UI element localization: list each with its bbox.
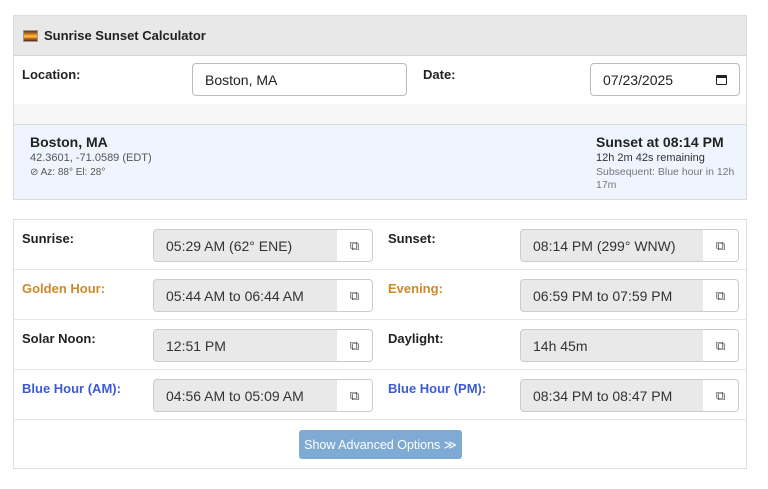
copy-icon[interactable]: ⧉ <box>703 279 739 312</box>
right-value-field[interactable]: 14h 45m <box>520 329 704 362</box>
result-row: Sunrise: 05:29 AM (62° ENE) ⧉ Sunset: 08… <box>14 220 746 270</box>
right-label: Daylight: <box>388 331 444 346</box>
left-label: Blue Hour (AM): <box>22 381 121 396</box>
calendar-icon[interactable] <box>716 74 727 85</box>
coordinates: 42.3601, -71.0589 (EDT) <box>30 152 152 164</box>
date-label: Date: <box>423 67 456 82</box>
left-value-field[interactable]: 04:56 AM to 05:09 AM <box>153 379 338 412</box>
right-label: Sunset: <box>388 231 436 246</box>
result-row: Solar Noon: 12:51 PM ⧉ Daylight: 14h 45m… <box>14 320 746 370</box>
copy-icon[interactable]: ⧉ <box>703 329 739 362</box>
copy-icon[interactable]: ⧉ <box>703 379 739 412</box>
date-value: 07/23/2025 <box>603 71 674 88</box>
right-label: Blue Hour (PM): <box>388 381 487 396</box>
results-panel: Sunrise: 05:29 AM (62° ENE) ⧉ Sunset: 08… <box>13 219 747 469</box>
place-name: Boston, MA <box>30 134 108 150</box>
copy-icon[interactable]: ⧉ <box>337 279 373 312</box>
azimuth-elevation: Az: 88° El: 28° <box>40 167 106 178</box>
show-advanced-options-button[interactable]: Show Advanced Options ≫ <box>299 430 462 459</box>
copy-icon[interactable]: ⧉ <box>337 379 373 412</box>
sun-status-info: Boston, MA 42.3601, -71.0589 (EDT) ⊘ Az:… <box>14 125 746 199</box>
app-title: Sunrise Sunset Calculator <box>44 28 206 43</box>
panel-header: Sunrise Sunset Calculator <box>14 16 746 56</box>
time-remaining: 12h 2m 42s remaining <box>596 152 705 164</box>
right-label: Evening: <box>388 281 443 296</box>
left-label: Sunrise: <box>22 231 75 246</box>
result-row: Blue Hour (AM): 04:56 AM to 05:09 AM ⧉ B… <box>14 370 746 420</box>
right-value-field[interactable]: 08:14 PM (299° WNW) <box>520 229 704 262</box>
left-value-field[interactable]: 12:51 PM <box>153 329 338 362</box>
right-value-field[interactable]: 06:59 PM to 07:59 PM <box>520 279 704 312</box>
compass-icon: ⊘ <box>30 167 39 178</box>
subsequent-event: Subsequent: Blue hour in 12h 17m <box>596 166 735 191</box>
copy-icon[interactable]: ⧉ <box>337 229 373 262</box>
copy-icon[interactable]: ⧉ <box>703 229 739 262</box>
location-value: Boston, MA <box>205 71 278 88</box>
left-label: Golden Hour: <box>22 281 106 296</box>
left-label: Solar Noon: <box>22 331 96 346</box>
copy-icon[interactable]: ⧉ <box>337 329 373 362</box>
right-value-field[interactable]: 08:34 PM to 08:47 PM <box>520 379 704 412</box>
left-value-field[interactable]: 05:44 AM to 06:44 AM <box>153 279 338 312</box>
sunset-image-icon <box>23 29 38 42</box>
calculator-panel: Sunrise Sunset Calculator Location: Bost… <box>13 15 747 200</box>
left-value-field[interactable]: 05:29 AM (62° ENE) <box>153 229 338 262</box>
location-label: Location: <box>22 67 81 82</box>
location-input[interactable]: Boston, MA <box>192 63 407 96</box>
next-event: Sunset at 08:14 PM <box>596 134 724 150</box>
date-input[interactable]: 07/23/2025 <box>590 63 740 96</box>
result-row: Golden Hour: 05:44 AM to 06:44 AM ⧉ Even… <box>14 270 746 320</box>
